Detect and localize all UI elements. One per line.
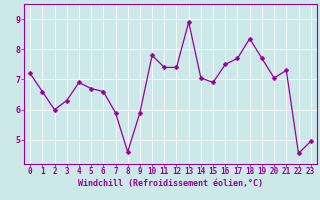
X-axis label: Windchill (Refroidissement éolien,°C): Windchill (Refroidissement éolien,°C) <box>78 179 263 188</box>
